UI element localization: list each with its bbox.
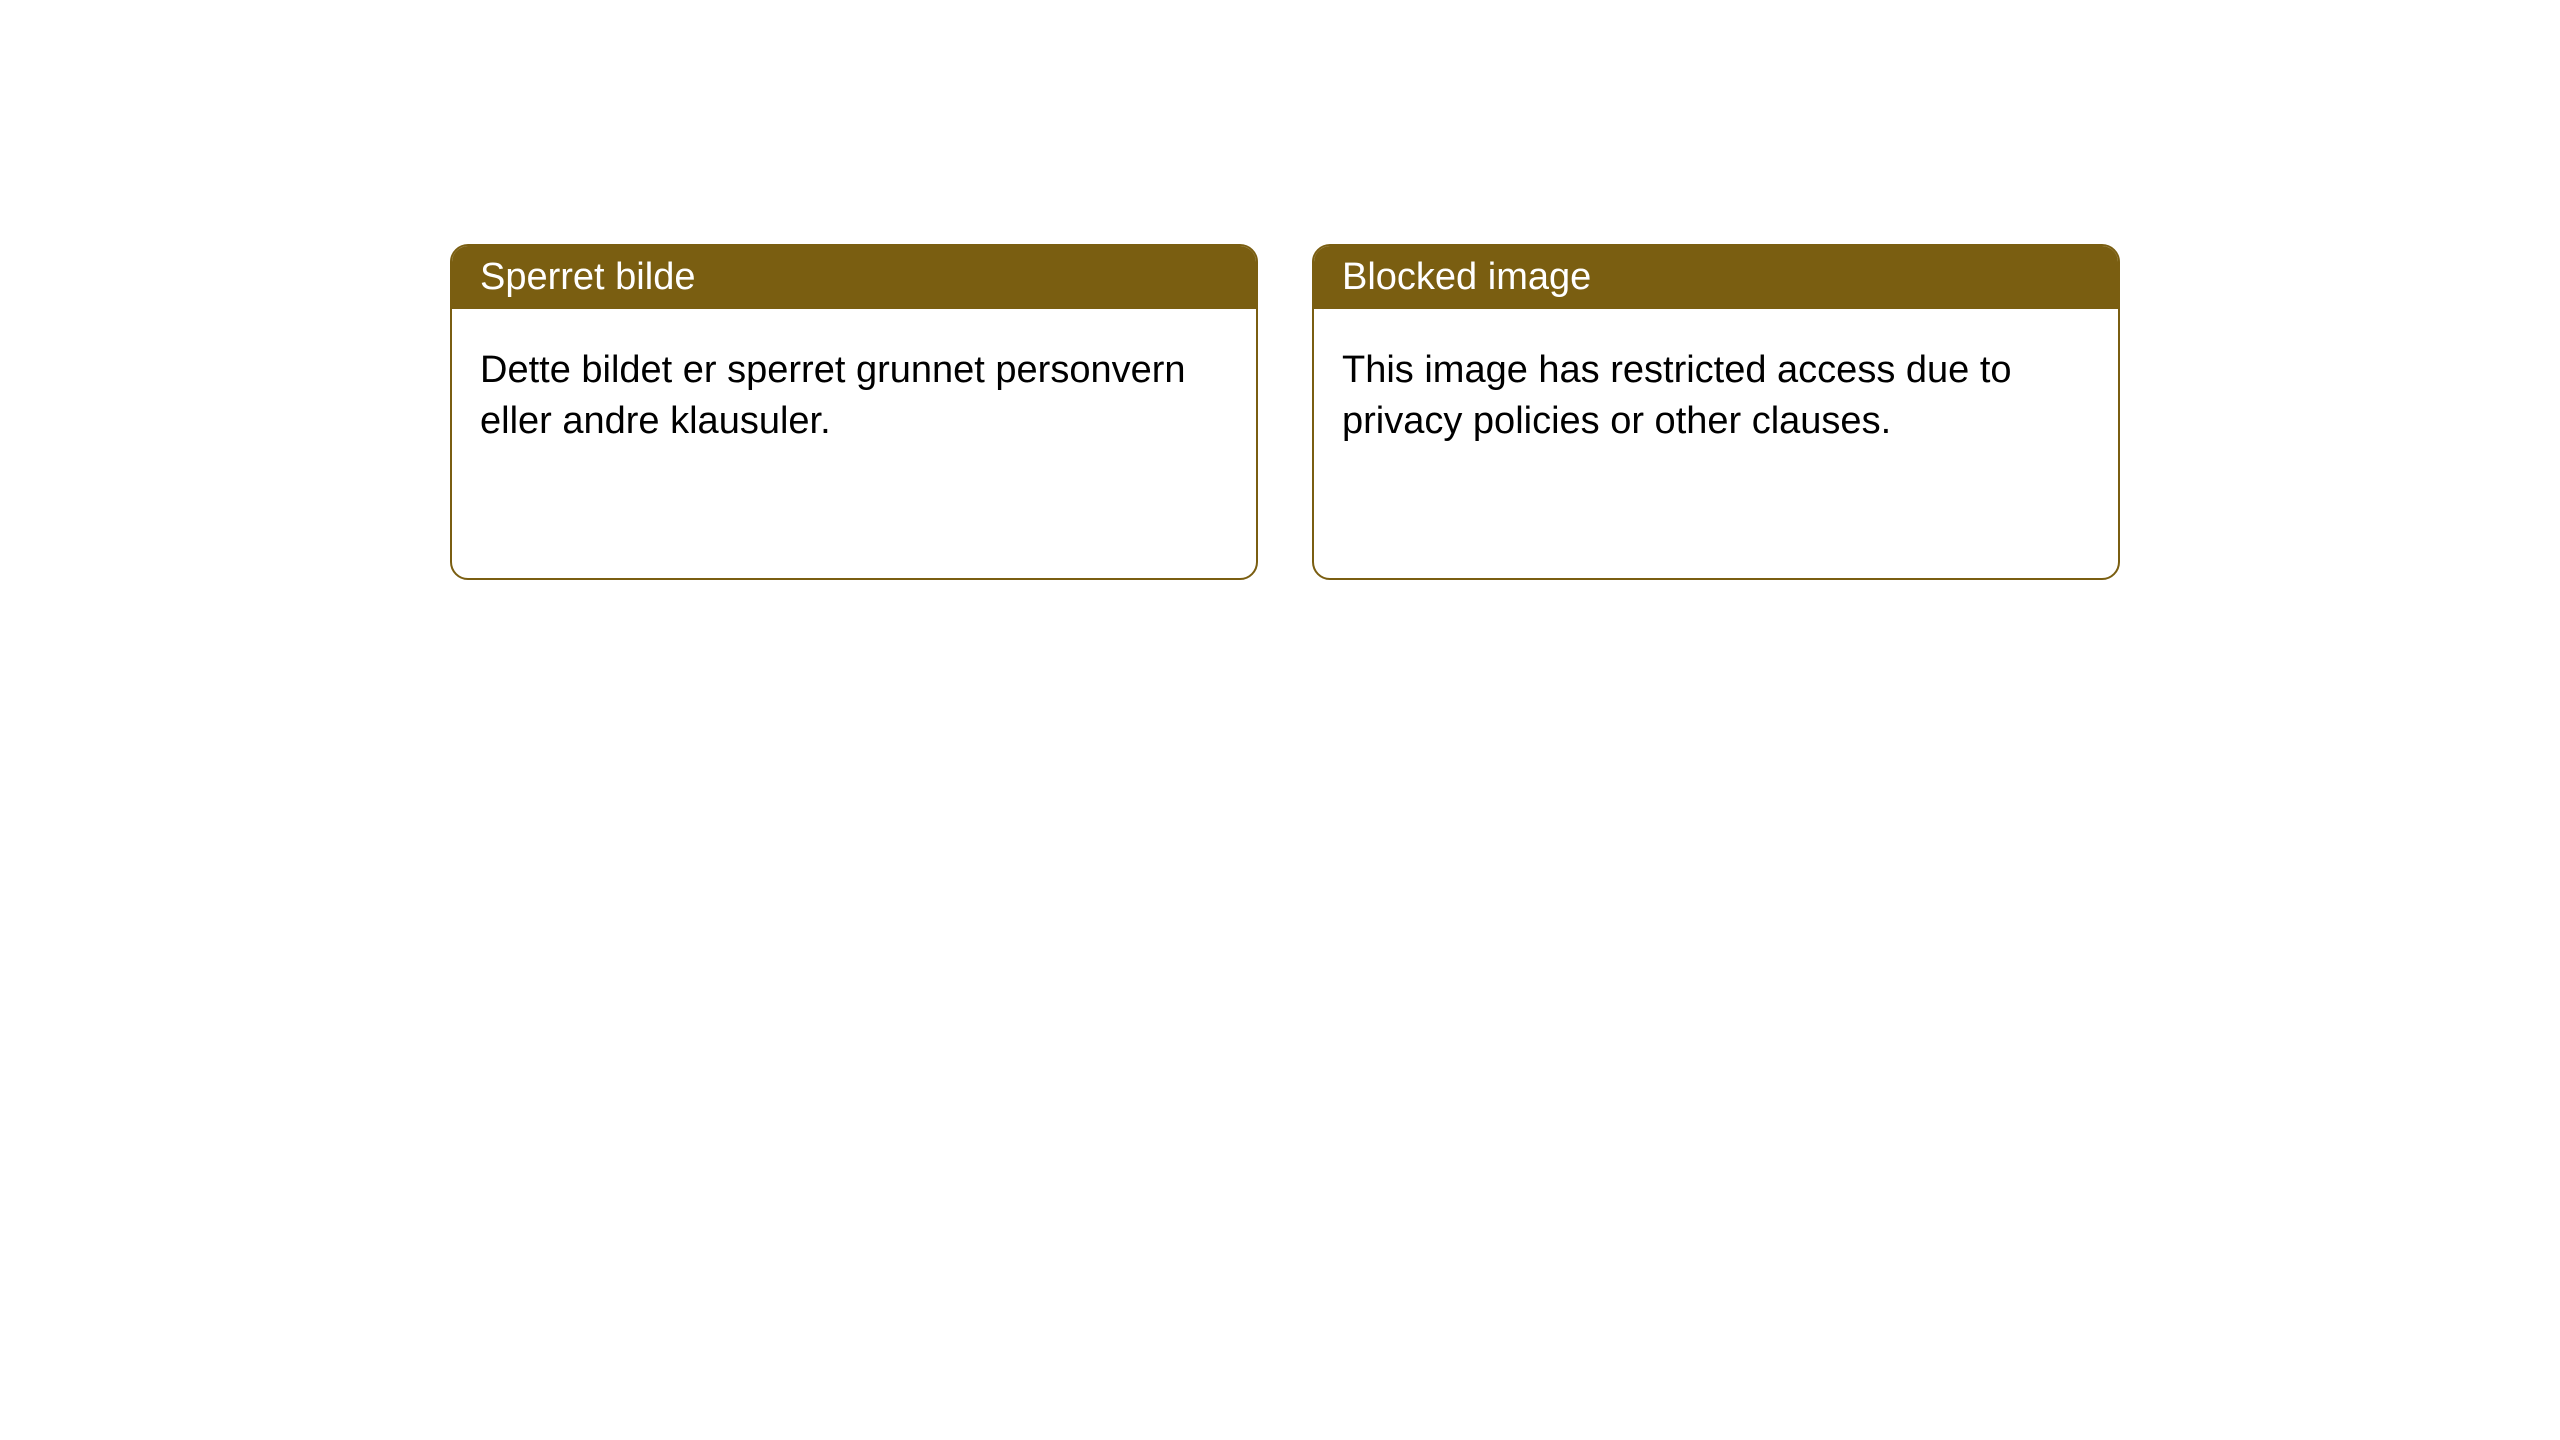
notice-box-english: Blocked image This image has restricted … — [1312, 244, 2120, 580]
notice-body: This image has restricted access due to … — [1314, 309, 2118, 484]
notice-container: Sperret bilde Dette bildet er sperret gr… — [0, 0, 2560, 580]
notice-header: Sperret bilde — [452, 246, 1256, 309]
notice-body: Dette bildet er sperret grunnet personve… — [452, 309, 1256, 484]
notice-header: Blocked image — [1314, 246, 2118, 309]
notice-box-norwegian: Sperret bilde Dette bildet er sperret gr… — [450, 244, 1258, 580]
